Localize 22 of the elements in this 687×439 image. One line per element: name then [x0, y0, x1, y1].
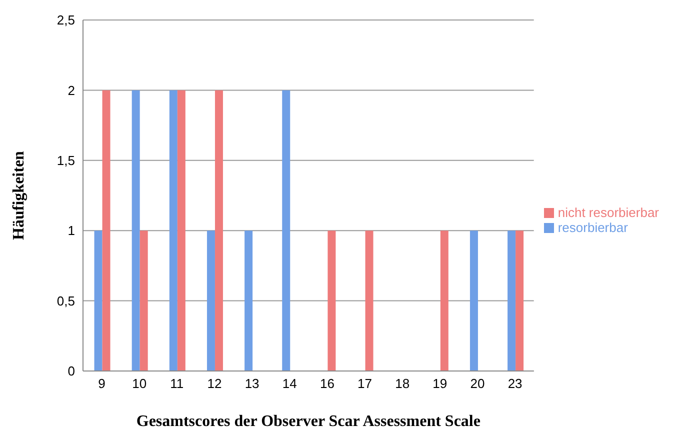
y-tick-label: 1,5 [56, 153, 75, 168]
x-tick-label: 17 [358, 376, 372, 392]
y-tick-label: 2 [68, 82, 75, 98]
y-tick-label: 1 [68, 223, 75, 238]
x-tick-label: 10 [132, 376, 147, 392]
x-tick-label: 20 [470, 376, 485, 392]
y-tick-label: 2,5 [56, 12, 75, 28]
legend-label: resorbierbar [558, 220, 628, 234]
x-tick-label: 9 [98, 376, 106, 392]
legend-label: nicht resorbierbar [558, 204, 659, 220]
y-tick-label: 0,5 [56, 293, 75, 308]
x-axis-title: Gesamtscores der Observer Scar Assessment Scale [136, 413, 480, 430]
x-tick-label: 19 [432, 376, 448, 392]
x-tick-label: 16 [320, 376, 334, 392]
y-axis-title: Häufigkeiten [10, 150, 28, 240]
x-tick-label: 18 [395, 376, 410, 392]
y-tick-label: 0 [68, 364, 75, 379]
x-tick-label: 13 [244, 376, 260, 392]
x-tick-label: 11 [170, 376, 184, 392]
x-tick-label: 23 [508, 376, 522, 392]
x-tick-label: 12 [207, 376, 222, 392]
x-tick-label: 14 [282, 376, 297, 392]
